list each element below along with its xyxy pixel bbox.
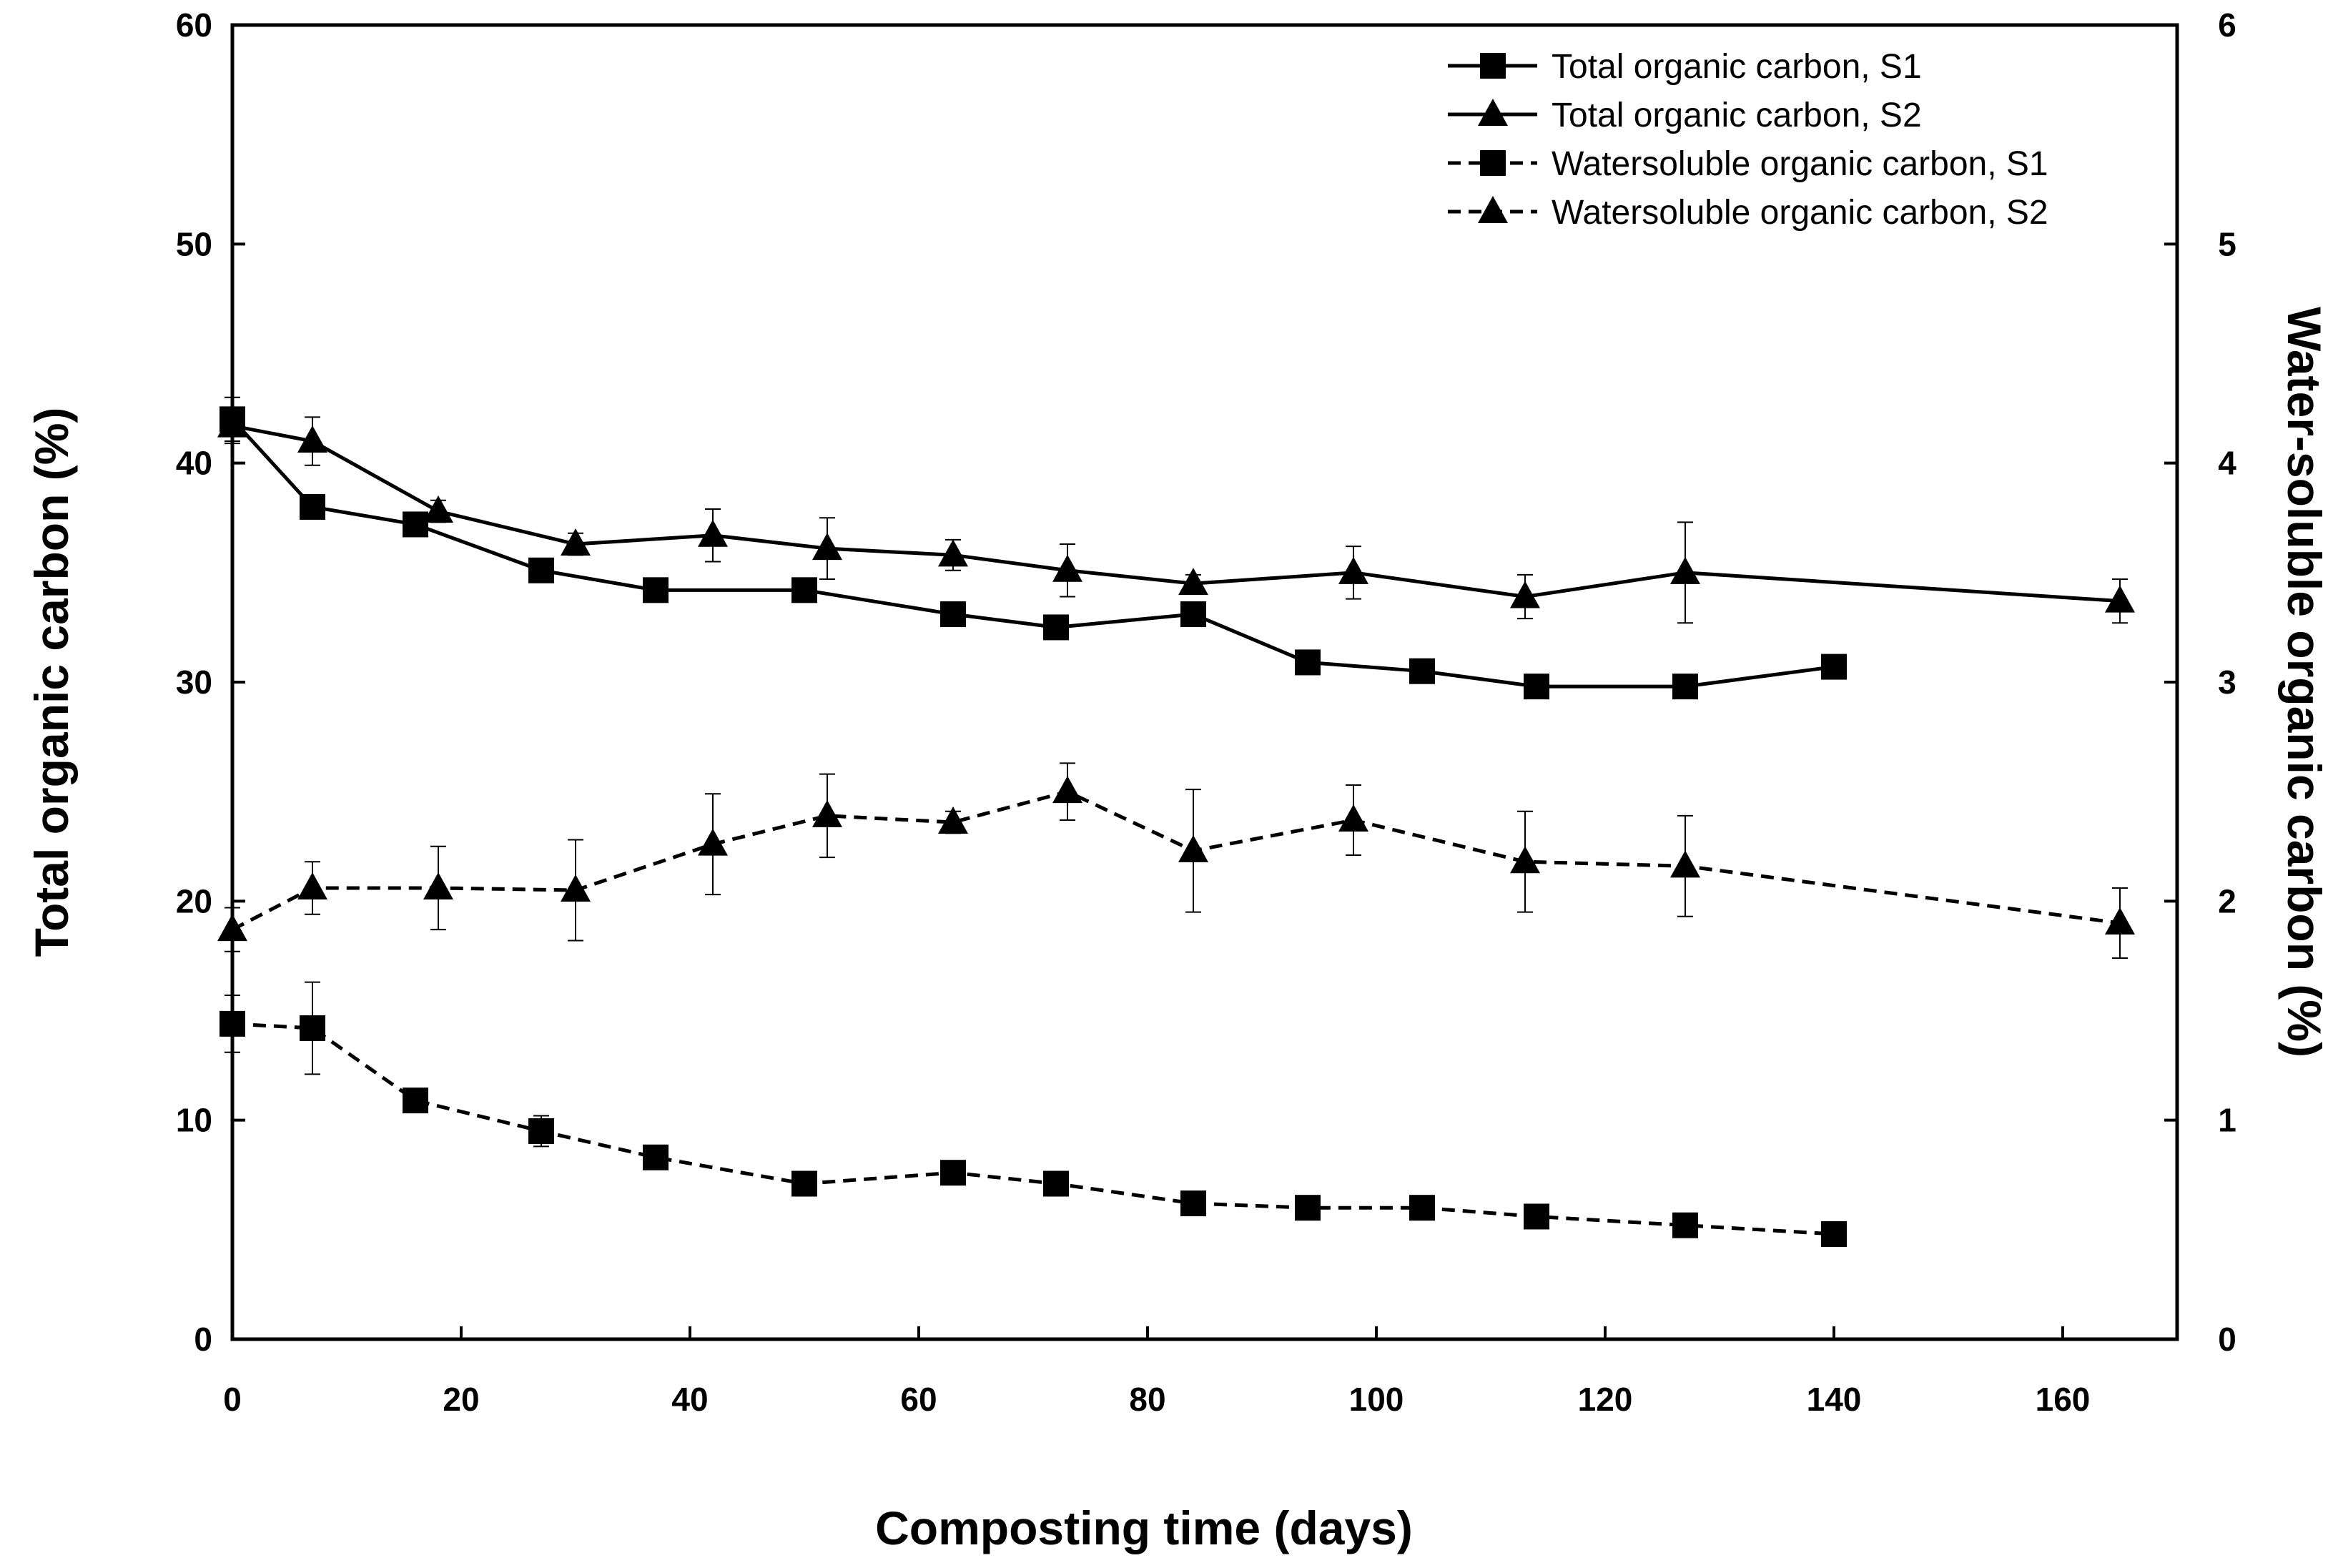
data-point [1295, 1195, 1321, 1221]
data-point [297, 425, 327, 453]
data-point [1821, 1221, 1847, 1247]
data-point [403, 511, 428, 538]
data-point [1510, 581, 1540, 608]
x-tick-label: 160 [2036, 1381, 2091, 1418]
y-tick-label-right: 0 [2218, 1321, 2236, 1358]
data-point [423, 872, 453, 899]
y-tick-label-left: 40 [176, 445, 212, 482]
legend-label: Total organic carbon, S1 [1552, 48, 1922, 86]
data-point [2105, 907, 2135, 935]
y-tick-label-left: 50 [176, 225, 212, 262]
data-point [423, 495, 453, 523]
x-tick-label: 60 [900, 1381, 937, 1418]
x-tick-label: 0 [223, 1381, 242, 1418]
data-point [297, 872, 327, 899]
data-point [791, 1170, 817, 1197]
y-tick-label-right: 4 [2218, 445, 2236, 482]
data-point [1510, 846, 1540, 874]
data-point [2105, 585, 2135, 613]
legend-marker [1480, 53, 1506, 79]
legend-label: Watersoluble organic carbon, S2 [1552, 194, 2048, 232]
data-point [938, 807, 968, 834]
data-point [698, 519, 728, 547]
legend: Total organic carbon, S1 Total organic ca… [1448, 48, 2048, 232]
data-point [1338, 804, 1368, 832]
data-point [1043, 614, 1069, 641]
data-point [812, 799, 842, 827]
data-point [1821, 654, 1847, 680]
data-point [1672, 1212, 1698, 1238]
data-point [1409, 658, 1435, 684]
data-point [1180, 601, 1206, 628]
data-point [1178, 834, 1208, 862]
data-point [791, 577, 817, 603]
y-tick-label-left: 20 [176, 882, 212, 919]
data-point [1670, 850, 1700, 878]
data-point [1670, 556, 1700, 584]
data-point [938, 539, 968, 567]
x-tick-label: 80 [1129, 1381, 1165, 1418]
legend-marker [1478, 99, 1508, 126]
series-2 [217, 408, 2135, 624]
data-point [812, 533, 842, 561]
data-point [1338, 556, 1368, 584]
data-point [528, 557, 554, 583]
data-point [1052, 776, 1082, 804]
data-point [561, 528, 591, 556]
y-tick-label-right: 2 [2218, 882, 2236, 919]
data-point [403, 1088, 428, 1114]
data-point [643, 577, 669, 603]
x-tick-label: 20 [443, 1381, 479, 1418]
y-tick-label-right: 1 [2218, 1102, 2236, 1139]
data-point [1295, 649, 1321, 676]
x-tick-label: 40 [671, 1381, 708, 1418]
y-tick-label-right: 6 [2218, 6, 2236, 44]
data-point [940, 601, 966, 628]
y-tick-label-left: 0 [194, 1321, 212, 1358]
data-point [1524, 1203, 1549, 1230]
series-line [231, 418, 1835, 689]
legend-marker [1478, 196, 1508, 223]
data-point [561, 874, 591, 902]
y-tick-label-left: 30 [176, 664, 212, 701]
data-point [300, 493, 325, 520]
x-tick-label: 100 [1349, 1381, 1404, 1418]
data-point [1043, 1170, 1069, 1197]
y-tick-label-right: 5 [2218, 225, 2236, 262]
y-tick-label-left: 10 [176, 1102, 212, 1139]
x-tick-label: 120 [1578, 1381, 1633, 1418]
data-point [1524, 674, 1549, 700]
data-point [1052, 554, 1082, 582]
y-tick-label-right: 3 [2218, 664, 2236, 701]
x-tick-label: 140 [1807, 1381, 1862, 1418]
legend-label: Watersoluble organic carbon, S1 [1552, 145, 2048, 183]
data-point [940, 1160, 966, 1186]
series-4 [217, 762, 2135, 959]
data-point [1178, 568, 1208, 596]
data-point [300, 1015, 325, 1042]
legend-label: Total organic carbon, S2 [1552, 97, 1922, 134]
data-point [528, 1118, 554, 1144]
data-point [1409, 1195, 1435, 1221]
legend-marker [1480, 150, 1506, 176]
y-axis-title-left: Total organic carbon (%) [25, 408, 78, 957]
y-axis-title-right: Water-soluble organic carbon (%) [2278, 307, 2331, 1057]
data-point [1672, 674, 1698, 700]
x-axis-title: Composting time (days) [875, 1502, 1413, 1554]
data-point [698, 828, 728, 856]
y-tick-label-left: 60 [176, 6, 212, 44]
data-point [643, 1144, 669, 1170]
data-point [1180, 1190, 1206, 1217]
